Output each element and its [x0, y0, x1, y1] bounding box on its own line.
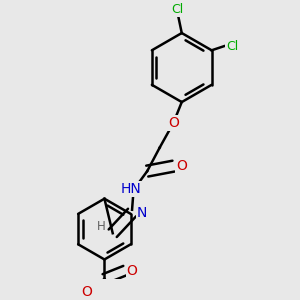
Text: H: H — [97, 220, 106, 233]
Text: O: O — [168, 116, 179, 130]
Text: Cl: Cl — [226, 40, 238, 53]
Text: Cl: Cl — [172, 2, 184, 16]
Text: N: N — [137, 206, 147, 220]
Text: HN: HN — [120, 182, 141, 196]
Text: O: O — [127, 263, 137, 278]
Text: O: O — [81, 285, 92, 299]
Text: O: O — [176, 159, 187, 173]
